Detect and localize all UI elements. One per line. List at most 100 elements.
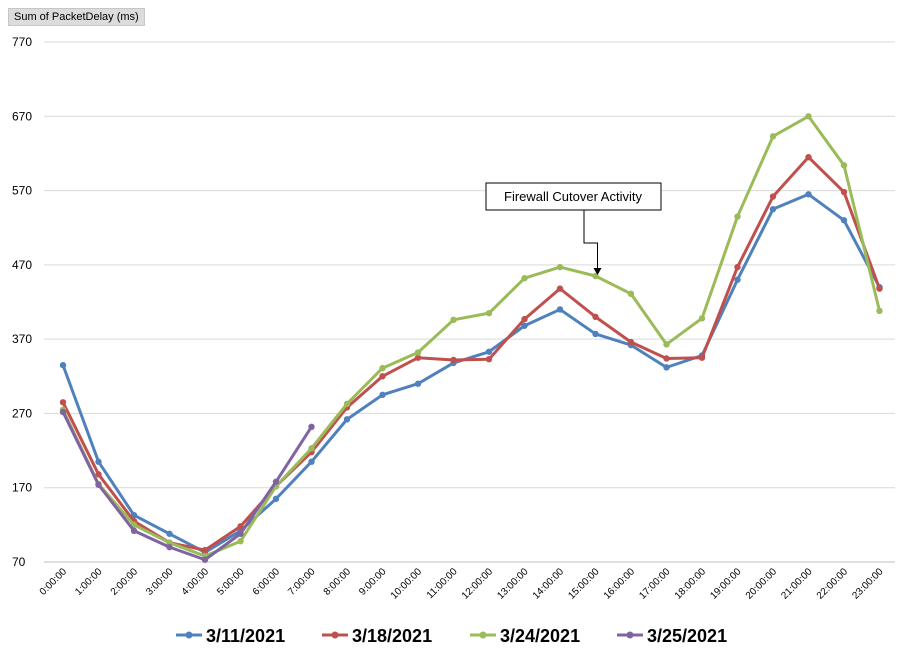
data-point <box>59 361 67 369</box>
data-point <box>308 423 315 430</box>
data-point <box>769 205 777 213</box>
data-point <box>59 399 67 406</box>
y-tick-label: 70 <box>12 555 26 569</box>
y-tick-label: 670 <box>12 109 32 123</box>
data-point <box>556 285 564 292</box>
data-point <box>840 162 848 169</box>
y-tick-label: 570 <box>12 184 32 198</box>
data-point <box>485 356 493 363</box>
data-point <box>840 217 848 224</box>
x-tick-label: 4:00:00 <box>180 566 212 598</box>
legend-label: 3/11/2021 <box>206 626 285 646</box>
data-point <box>698 315 706 322</box>
data-point <box>130 527 138 534</box>
data-point <box>876 285 883 292</box>
data-point <box>272 478 280 485</box>
x-tick-label: 13:00:00 <box>495 566 531 602</box>
data-point <box>805 191 812 198</box>
data-point <box>556 263 564 271</box>
data-point <box>166 530 173 537</box>
series-line <box>61 192 881 554</box>
data-point <box>521 275 528 282</box>
y-tick-label: 270 <box>12 406 32 420</box>
data-point <box>663 355 670 362</box>
legend-label: 3/18/2021 <box>352 626 432 646</box>
data-point <box>805 153 812 161</box>
data-point <box>379 391 386 399</box>
x-tick-label: 14:00:00 <box>531 566 567 602</box>
legend-label: 3/24/2021 <box>500 626 580 646</box>
y-tick-label: 370 <box>12 332 32 346</box>
data-point <box>485 348 493 355</box>
data-point <box>201 556 209 563</box>
data-point <box>414 380 422 387</box>
data-point <box>521 322 528 329</box>
y-tick-label: 470 <box>12 258 32 272</box>
annotation-text: Firewall Cutover Activity <box>504 189 642 204</box>
x-tick-label: 3:00:00 <box>144 566 176 598</box>
x-tick-label: 6:00:00 <box>251 566 283 598</box>
data-point <box>272 495 280 503</box>
data-point <box>343 416 351 423</box>
data-point <box>95 458 102 465</box>
x-tick-label: 19:00:00 <box>708 566 744 602</box>
data-point <box>237 530 244 537</box>
series-line <box>61 114 881 558</box>
x-tick-label: 10:00:00 <box>389 566 425 602</box>
data-point <box>876 307 883 315</box>
x-tick-label: 21:00:00 <box>779 566 815 602</box>
x-tick-label: 12:00:00 <box>460 566 496 602</box>
x-tick-label: 15:00:00 <box>566 566 602 602</box>
x-tick-label: 16:00:00 <box>602 566 638 602</box>
series-line <box>61 411 313 562</box>
x-tick-label: 22:00:00 <box>815 566 851 602</box>
data-point <box>592 330 599 338</box>
legend-marker <box>185 631 193 639</box>
field-button-sum-packet-delay[interactable]: Sum of PacketDelay (ms) <box>8 8 145 26</box>
data-point <box>485 309 493 317</box>
annotation-arrowhead <box>593 268 602 275</box>
data-point <box>734 263 741 271</box>
data-point <box>769 133 777 140</box>
x-tick-label: 8:00:00 <box>322 566 354 598</box>
y-tick-label: 170 <box>12 481 32 495</box>
legend-marker <box>331 631 339 639</box>
data-point <box>201 546 209 554</box>
data-point <box>769 193 777 200</box>
legend-marker <box>626 631 634 639</box>
data-point <box>450 316 457 324</box>
data-point <box>343 400 351 407</box>
data-point <box>805 113 812 120</box>
data-point <box>237 523 244 530</box>
x-tick-label: 0:00:00 <box>38 566 70 598</box>
data-point <box>521 315 528 323</box>
data-point <box>166 543 173 551</box>
data-point <box>237 538 244 545</box>
data-point <box>95 481 102 488</box>
legend-label: 3/25/2021 <box>647 626 727 646</box>
data-point <box>414 349 422 356</box>
data-point <box>308 445 315 452</box>
annotation-box <box>485 182 662 211</box>
x-tick-label: 18:00:00 <box>673 566 709 602</box>
data-point <box>734 213 741 220</box>
data-point <box>734 276 741 283</box>
data-point <box>663 341 670 348</box>
x-tick-label: 11:00:00 <box>425 566 460 601</box>
y-tick-label: 770 <box>12 35 32 49</box>
data-point <box>379 364 386 372</box>
legend-marker <box>479 631 487 639</box>
x-tick-label: 20:00:00 <box>744 566 780 602</box>
data-point <box>379 373 386 380</box>
data-point <box>592 272 599 280</box>
x-tick-label: 5:00:00 <box>215 566 247 598</box>
data-point <box>556 306 564 313</box>
data-point <box>840 188 848 196</box>
x-tick-label: 9:00:00 <box>357 566 389 598</box>
data-point <box>627 290 635 298</box>
data-point <box>414 354 422 361</box>
data-point <box>166 539 173 546</box>
data-point <box>663 364 670 371</box>
